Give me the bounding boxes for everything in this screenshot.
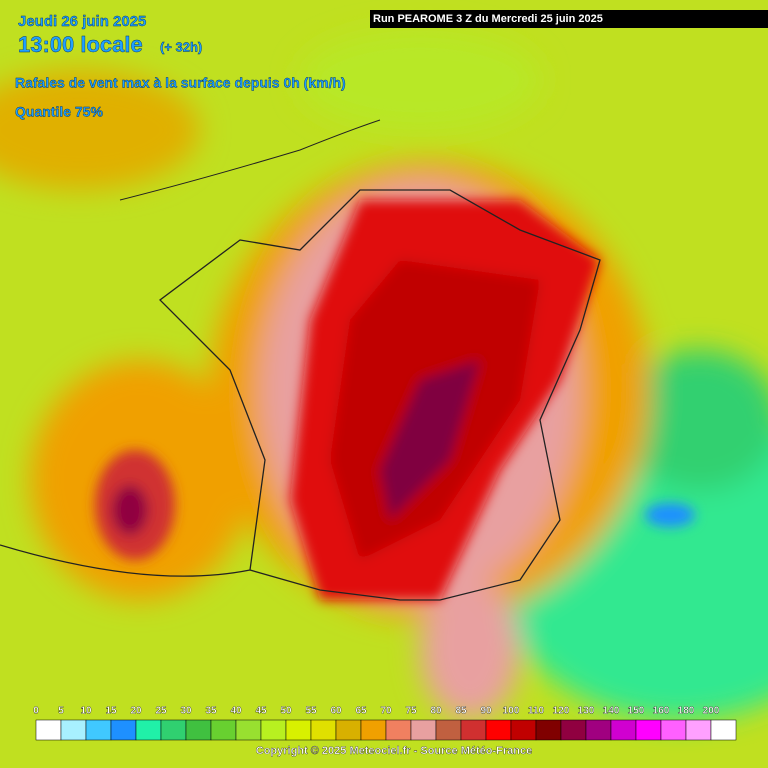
legend-swatch	[235, 719, 262, 741]
legend-swatch	[360, 719, 387, 741]
legend-swatch	[310, 719, 337, 741]
legend-label: 180	[678, 706, 695, 717]
legend-label: 50	[280, 706, 292, 717]
legend-swatch	[635, 719, 662, 741]
legend-label: 70	[380, 706, 392, 717]
time: 13:00 locale	[18, 32, 143, 57]
legend-swatch	[185, 719, 212, 741]
legend-label: 15	[105, 706, 117, 717]
legend-label: 10	[80, 706, 92, 717]
legend-swatch	[535, 719, 562, 741]
run-box	[370, 10, 768, 28]
run-label: Run PEAROME 3 Z du Mercredi 25 juin 2025	[373, 13, 603, 25]
legend-label: 35	[205, 706, 217, 717]
legend-label: 130	[578, 706, 595, 717]
legend-swatch	[60, 719, 87, 741]
legend-swatch	[610, 719, 637, 741]
legend-label: 110	[528, 706, 545, 717]
legend-swatch	[210, 719, 237, 741]
legend-swatch	[160, 719, 187, 741]
legend-label: 65	[355, 706, 367, 717]
copyright: Copyright © 2025 Meteociel.fr - Source M…	[256, 745, 532, 757]
legend-label: 60	[330, 706, 342, 717]
legend-swatch	[710, 719, 737, 741]
legend-label: 45	[255, 706, 267, 717]
legend-label: 0	[33, 706, 39, 717]
legend-label: 150	[628, 706, 645, 717]
legend-label: 85	[455, 706, 467, 717]
legend-swatch	[285, 719, 312, 741]
lead: (+ 32h)	[160, 39, 202, 54]
legend-label: 25	[155, 706, 167, 717]
title: Rafales de vent max à la surface depuis …	[15, 75, 346, 91]
legend-label: 100	[503, 706, 520, 717]
legend: 0 5 10 15 20 25 30 35 40 45 50 55 60 65 70 75 80 85 90 100 1…	[33, 705, 737, 741]
legend-swatch	[685, 719, 712, 741]
header: Jeudi 26 juin 2025 13:00 locale (+ 32h) …	[15, 13, 346, 120]
legend-swatch	[485, 719, 512, 741]
legend-swatch	[585, 719, 612, 741]
legend-swatch	[260, 719, 287, 741]
legend-label: 140	[603, 706, 620, 717]
legend-label: 200	[703, 706, 720, 717]
legend-label: 90	[480, 706, 492, 717]
legend-swatch	[335, 719, 362, 741]
quantile: Quantile 75%	[15, 104, 103, 120]
date: Jeudi 26 juin 2025	[18, 13, 146, 30]
legend-swatch	[135, 719, 162, 741]
legend-swatch	[110, 719, 137, 741]
legend-label: 40	[230, 706, 242, 717]
legend-label: 160	[653, 706, 670, 717]
legend-swatch	[35, 719, 62, 741]
legend-label: 120	[553, 706, 570, 717]
legend-swatch	[560, 719, 587, 741]
legend-label: 75	[405, 706, 417, 717]
legend-swatch	[460, 719, 487, 741]
legend-swatch	[510, 719, 537, 741]
legend-swatch	[435, 719, 462, 741]
legend-label: 55	[305, 706, 317, 717]
legend-label: 30	[180, 706, 192, 717]
legend-label: 5	[58, 706, 64, 717]
legend-swatch	[660, 719, 687, 741]
legend-label: 80	[430, 706, 442, 717]
legend-swatch	[85, 719, 112, 741]
legend-label: 20	[130, 706, 142, 717]
legend-swatch	[385, 719, 412, 741]
legend-swatch	[410, 719, 437, 741]
